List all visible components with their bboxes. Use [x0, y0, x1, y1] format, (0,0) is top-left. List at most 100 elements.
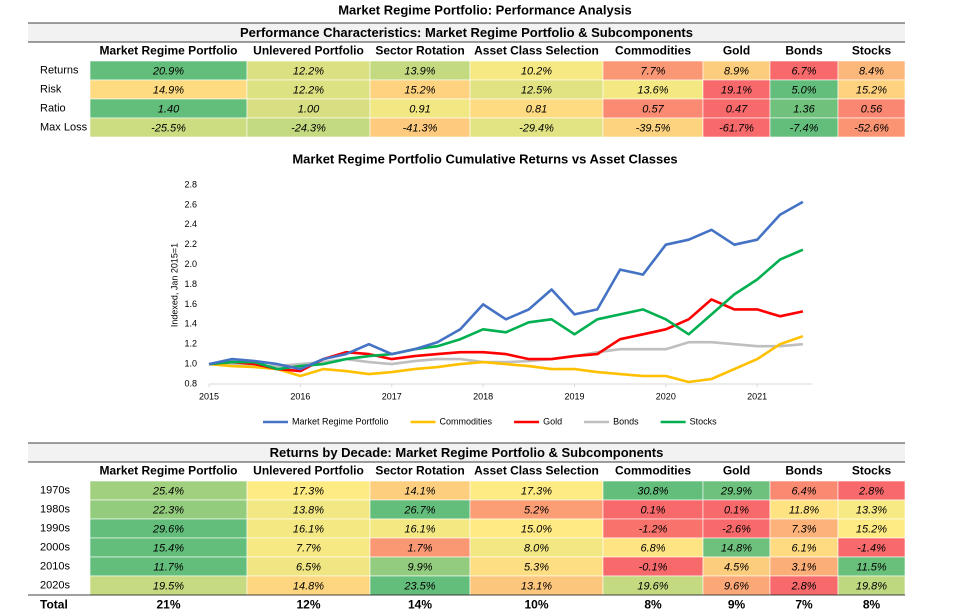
cell-value: 30.8% — [637, 485, 668, 497]
cell-value: 0.56 — [861, 103, 883, 115]
cell-value: 10.2% — [521, 65, 552, 77]
total-value: 21% — [156, 598, 180, 612]
cell-value: 15.0% — [521, 523, 552, 535]
cell-value: 17.3% — [293, 485, 324, 497]
y-tick-label: 2.2 — [184, 239, 197, 249]
cell-value: 5.2% — [524, 504, 549, 516]
cell-value: 9.6% — [724, 580, 749, 592]
y-tick-label: 2.6 — [184, 199, 197, 209]
series-line — [209, 340, 804, 368]
y-tick-label: 2.8 — [184, 179, 197, 189]
cell-value: 25.4% — [152, 485, 184, 497]
x-tick-label: 2017 — [382, 391, 402, 401]
total-value: 8% — [644, 598, 662, 612]
cell-value: 15.2% — [856, 84, 887, 96]
y-tick-label: 1.0 — [184, 358, 197, 368]
cell-value: 11.8% — [789, 504, 820, 516]
cell-value: 11.5% — [856, 561, 887, 573]
column-header: Gold — [723, 44, 750, 58]
cell-value: 19.6% — [637, 580, 668, 592]
cell-value: -2.6% — [722, 523, 751, 535]
cell-value: 19.1% — [721, 84, 752, 96]
cell-value: 2.8% — [858, 485, 884, 497]
cell-value: 8.9% — [724, 65, 749, 77]
cell-value: -41.3% — [403, 122, 438, 134]
column-header: Unlevered Portfolio — [253, 44, 364, 58]
y-tick-label: 1.8 — [184, 279, 197, 289]
column-header: Market Regime Portfolio — [99, 44, 237, 58]
cell-value: 3.1% — [791, 561, 816, 573]
y-tick-label: 2.4 — [184, 219, 197, 229]
cell-value: 22.3% — [152, 504, 184, 516]
legend-label: Market Regime Portfolio — [292, 416, 389, 426]
y-axis-label: Indexed, Jan 2015=1 — [169, 243, 179, 327]
y-tick-label: 0.8 — [184, 378, 197, 388]
cell-value: 9.9% — [407, 561, 432, 573]
cell-value: 0.91 — [409, 103, 430, 115]
cell-value: 17.3% — [521, 485, 552, 497]
cell-value: 8.0% — [524, 542, 549, 554]
cell-value: 13.9% — [404, 65, 435, 77]
cell-value: 5.3% — [524, 561, 549, 573]
cell-value: 16.1% — [293, 523, 324, 535]
cell-value: 14.8% — [721, 542, 752, 554]
row-label: Max Loss — [40, 121, 88, 133]
cell-value: -24.3% — [291, 122, 326, 134]
cell-value: 15.2% — [404, 84, 435, 96]
cell-value: 20.9% — [152, 65, 184, 77]
y-tick-label: 1.4 — [184, 319, 197, 329]
cell-value: 15.4% — [153, 542, 184, 554]
cell-value: 1.40 — [158, 103, 180, 115]
total-value: 7% — [795, 598, 813, 612]
cell-value: 14.9% — [153, 84, 184, 96]
cell-value: -29.4% — [519, 122, 554, 134]
column-header: Sector Rotation — [375, 464, 464, 478]
cell-value: 12.2% — [293, 65, 324, 77]
row-label: 2020s — [40, 579, 70, 591]
column-header: Asset Class Selection — [474, 464, 599, 478]
cell-value: 1.00 — [298, 103, 320, 115]
cell-value: 19.8% — [856, 580, 887, 592]
x-tick-label: 2021 — [747, 391, 767, 401]
total-value: 14% — [408, 598, 432, 612]
series-line — [208, 334, 804, 384]
x-tick-label: 2015 — [199, 391, 219, 401]
cell-value: 11.7% — [153, 561, 184, 573]
cell-value: 6.5% — [296, 561, 321, 573]
cell-value: 0.1% — [724, 504, 749, 516]
cell-value: 1.7% — [407, 542, 432, 554]
cell-value: 29.6% — [152, 523, 184, 535]
chart-title: Market Regime Portfolio Cumulative Retur… — [292, 151, 677, 166]
cell-value: -25.5% — [151, 122, 186, 134]
cell-value: 1.36 — [793, 103, 815, 115]
cell-value: -52.6% — [854, 122, 889, 134]
legend-label: Gold — [543, 416, 562, 426]
cell-value: 16.1% — [404, 523, 435, 535]
row-label: 1980s — [40, 503, 70, 515]
cell-value: 26.7% — [403, 504, 435, 516]
column-header: Bonds — [785, 464, 823, 478]
cell-value: -0.1% — [639, 561, 668, 573]
total-value: 10% — [524, 598, 548, 612]
cell-value: 6.7% — [791, 65, 816, 77]
cell-value: 12.2% — [293, 84, 324, 96]
cell-value: 23.5% — [403, 580, 435, 592]
column-header: Stocks — [852, 464, 892, 478]
heat-cell — [837, 117, 906, 138]
cell-value: 19.5% — [153, 580, 184, 592]
cell-value: 7.7% — [296, 542, 321, 554]
cell-value: 7.3% — [791, 523, 816, 535]
cell-value: 12.5% — [521, 84, 552, 96]
cell-value: 14.1% — [404, 485, 435, 497]
row-label: Risk — [40, 83, 62, 95]
column-header: Commodities — [615, 44, 691, 58]
y-tick-label: 2.0 — [184, 259, 197, 269]
table-title: Performance Characteristics: Market Regi… — [240, 25, 693, 40]
cell-value: -61.7% — [719, 122, 754, 134]
cell-value: 13.8% — [293, 504, 324, 516]
series-line — [208, 200, 804, 371]
cell-value: 13.3% — [856, 504, 887, 516]
cell-value: 2.8% — [790, 580, 816, 592]
